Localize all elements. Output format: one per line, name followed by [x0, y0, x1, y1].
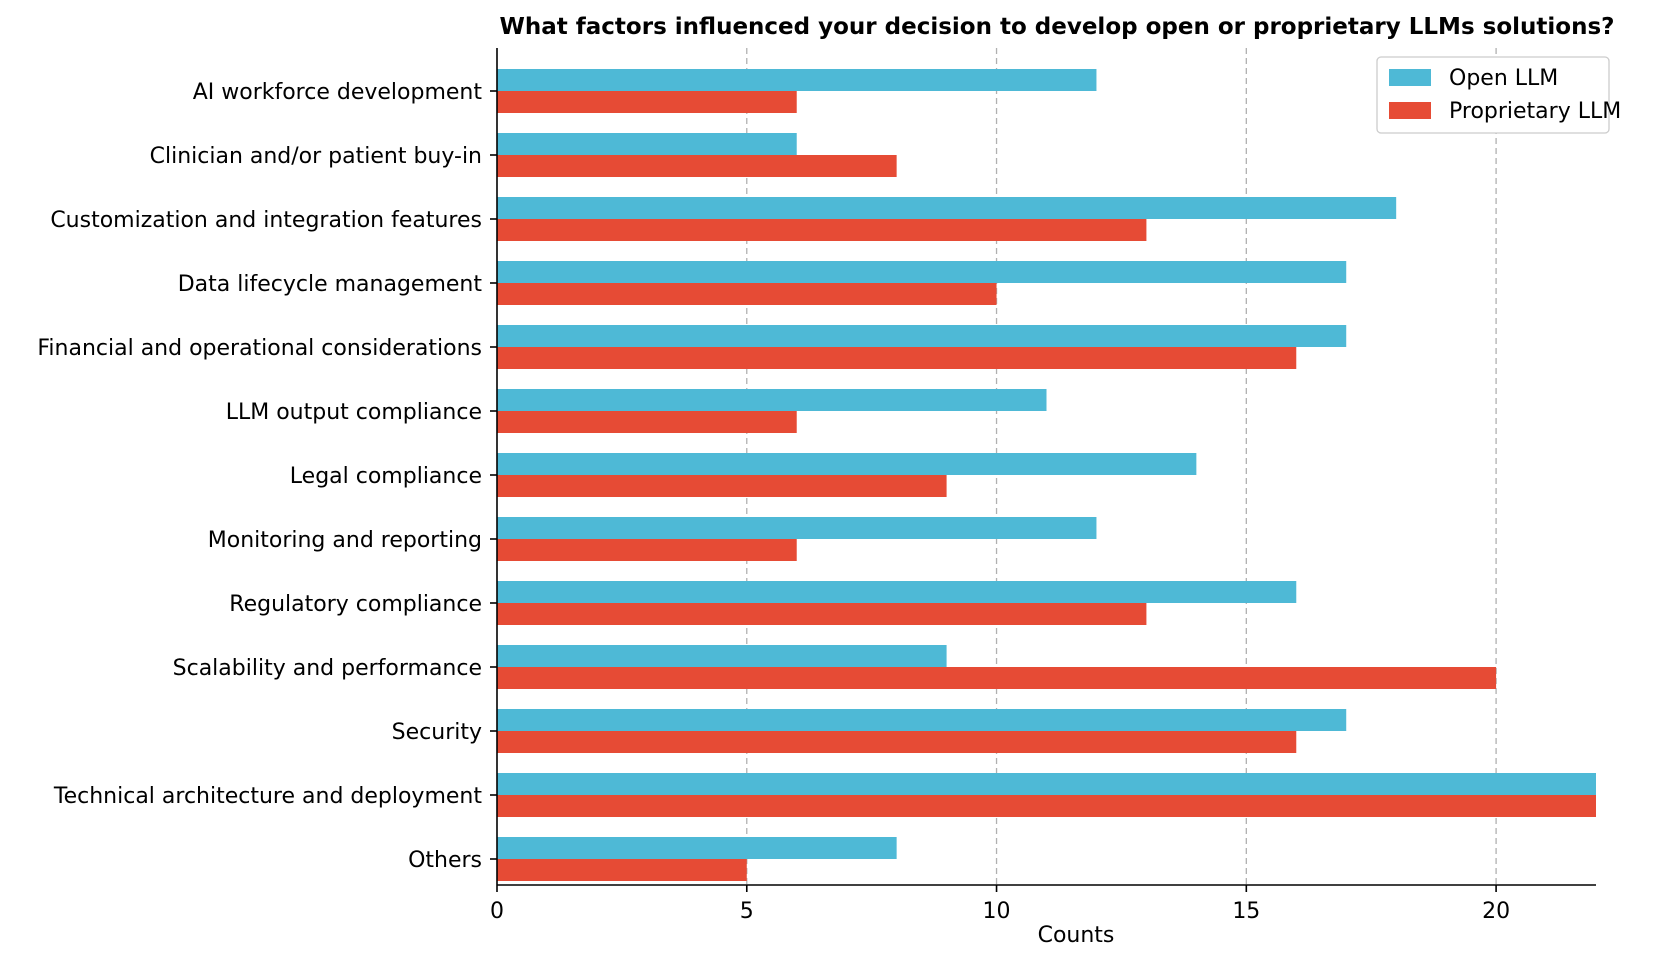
bar-proprietary-llm	[497, 603, 1147, 625]
bar-open-llm	[497, 133, 797, 155]
bar-proprietary-llm	[497, 91, 797, 113]
category-label: AI workforce development	[193, 80, 483, 105]
bar-open-llm	[497, 197, 1397, 219]
bar-proprietary-llm	[497, 539, 797, 561]
bar-open-llm	[497, 645, 947, 667]
category-label: Clinician and/or patient buy-in	[150, 144, 482, 169]
legend-label-open-llm: Open LLM	[1449, 66, 1558, 91]
bar-open-llm	[497, 389, 1047, 411]
category-label: Technical architecture and deployment	[53, 784, 482, 809]
category-label: Regulatory compliance	[229, 592, 482, 617]
bar-open-llm	[497, 837, 897, 859]
category-label: Monitoring and reporting	[208, 528, 482, 553]
x-tick-label: 20	[1482, 899, 1510, 924]
chart-title: What factors influenced your decision to…	[500, 14, 1615, 40]
bar-open-llm	[497, 581, 1297, 603]
bar-proprietary-llm	[497, 283, 997, 305]
bar-open-llm	[497, 773, 1596, 795]
bar-proprietary-llm	[497, 155, 897, 177]
bar-proprietary-llm	[497, 795, 1596, 817]
bar-proprietary-llm	[497, 475, 947, 497]
x-tick-label: 0	[490, 899, 504, 924]
bar-open-llm	[497, 517, 1097, 539]
category-label: Data lifecycle management	[178, 272, 483, 297]
legend-swatch-proprietary-llm	[1389, 102, 1431, 119]
x-tick-label: 15	[1232, 899, 1260, 924]
category-label: Scalability and performance	[173, 656, 482, 681]
x-axis-label: Counts	[1038, 923, 1115, 948]
category-label: Security	[392, 720, 482, 745]
category-label: Customization and integration features	[50, 208, 482, 233]
bar-proprietary-llm	[497, 731, 1297, 753]
legend-label-proprietary-llm: Proprietary LLM	[1449, 99, 1621, 124]
axes	[496, 48, 1596, 886]
bar-proprietary-llm	[497, 219, 1147, 241]
x-tick-label: 10	[983, 899, 1011, 924]
legend-swatch-open-llm	[1389, 69, 1431, 86]
x-tick-labels: 0 5 10 15 20	[490, 885, 1510, 924]
legend: Open LLM Proprietary LLM	[1376, 56, 1621, 134]
x-tick-label: 5	[740, 899, 754, 924]
bar-open-llm	[497, 69, 1097, 91]
bar-proprietary-llm	[497, 859, 747, 881]
legend-box	[1376, 56, 1610, 134]
bar-proprietary-llm	[497, 411, 797, 433]
bar-open-llm	[497, 325, 1347, 347]
category-label: LLM output compliance	[226, 400, 482, 425]
bar-open-llm	[497, 453, 1197, 475]
category-label: Financial and operational considerations	[37, 336, 482, 361]
category-label: Legal compliance	[290, 464, 482, 489]
bar-proprietary-llm	[497, 667, 1497, 689]
bars	[497, 69, 1596, 881]
bar-open-llm	[497, 261, 1347, 283]
category-labels: AI workforce development Clinician and/or…	[37, 80, 497, 873]
bar-open-llm	[497, 709, 1347, 731]
category-label: Others	[408, 848, 482, 873]
bar-proprietary-llm	[497, 347, 1297, 369]
